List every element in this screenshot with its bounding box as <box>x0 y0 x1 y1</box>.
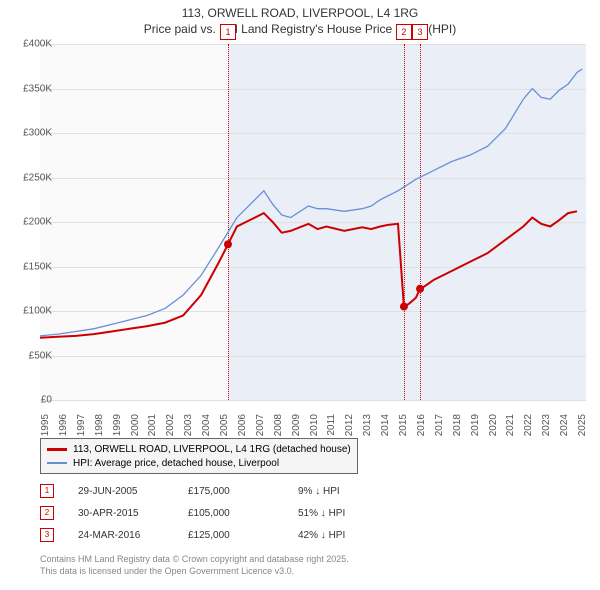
sales-marker: 2 <box>40 506 54 520</box>
x-tick-label: 2013 <box>362 414 373 444</box>
marker-dot-3 <box>416 285 424 293</box>
y-tick-label: £250K <box>8 172 52 183</box>
y-tick-label: £300K <box>8 128 52 139</box>
legend: 113, ORWELL ROAD, LIVERPOOL, L4 1RG (det… <box>40 438 358 474</box>
sales-marker: 3 <box>40 528 54 542</box>
sales-row: 2 30-APR-2015£105,00051% ↓ HPI <box>40 502 398 524</box>
y-tick-label: £200K <box>8 217 52 228</box>
y-tick-label: £0 <box>8 395 52 406</box>
x-tick-label: 2022 <box>523 414 534 444</box>
x-tick-label: 2024 <box>559 414 570 444</box>
sales-pct: 9% ↓ HPI <box>298 486 398 497</box>
legend-label: 113, ORWELL ROAD, LIVERPOOL, L4 1RG (det… <box>73 444 351 455</box>
sales-price: £125,000 <box>188 530 298 541</box>
sales-date: 30-APR-2015 <box>78 508 188 519</box>
y-tick-label: £350K <box>8 83 52 94</box>
y-tick-label: £100K <box>8 306 52 317</box>
chart-container: 113, ORWELL ROAD, LIVERPOOL, L4 1RG Pric… <box>0 0 600 590</box>
sales-pct: 51% ↓ HPI <box>298 508 398 519</box>
x-tick-label: 2017 <box>434 414 445 444</box>
sales-table: 1 29-JUN-2005£175,0009% ↓ HPI 2 30-APR-2015… <box>40 480 398 546</box>
marker-label-2: 2 <box>396 24 412 40</box>
marker-label-3: 3 <box>412 24 428 40</box>
sales-pct: 42% ↓ HPI <box>298 530 398 541</box>
legend-item: 113, ORWELL ROAD, LIVERPOOL, L4 1RG (det… <box>47 442 351 456</box>
sales-marker: 1 <box>40 484 54 498</box>
title-line-2: Price paid vs. HM Land Registry's House … <box>0 22 600 38</box>
sales-price: £175,000 <box>188 486 298 497</box>
legend-label: HPI: Average price, detached house, Live… <box>73 458 279 469</box>
line-svg <box>40 44 586 400</box>
legend-swatch <box>47 448 67 451</box>
x-tick-label: 2016 <box>416 414 427 444</box>
x-tick-label: 2015 <box>398 414 409 444</box>
hpi-line <box>40 69 582 336</box>
chart-title: 113, ORWELL ROAD, LIVERPOOL, L4 1RG Pric… <box>0 0 600 37</box>
sales-price: £105,000 <box>188 508 298 519</box>
footnote-line-2: This data is licensed under the Open Gov… <box>40 566 349 578</box>
marker-dot-1 <box>224 240 232 248</box>
legend-item: HPI: Average price, detached house, Live… <box>47 456 351 470</box>
y-tick-label: £150K <box>8 261 52 272</box>
x-tick-label: 2018 <box>452 414 463 444</box>
x-tick-label: 2025 <box>577 414 588 444</box>
price-paid-line <box>40 211 577 337</box>
title-line-1: 113, ORWELL ROAD, LIVERPOOL, L4 1RG <box>0 6 600 22</box>
x-tick-label: 2019 <box>470 414 481 444</box>
y-tick-label: £50K <box>8 350 52 361</box>
sales-row: 3 24-MAR-2016£125,00042% ↓ HPI <box>40 524 398 546</box>
x-tick-label: 2020 <box>488 414 499 444</box>
marker-label-1: 1 <box>220 24 236 40</box>
x-tick-label: 2014 <box>380 414 391 444</box>
x-tick-label: 2021 <box>505 414 516 444</box>
sales-date: 29-JUN-2005 <box>78 486 188 497</box>
legend-swatch <box>47 462 67 464</box>
marker-dot-2 <box>400 303 408 311</box>
x-tick-label: 2023 <box>541 414 552 444</box>
sales-date: 24-MAR-2016 <box>78 530 188 541</box>
footnote-line-1: Contains HM Land Registry data © Crown c… <box>40 554 349 566</box>
plot-area: 123 <box>40 44 586 400</box>
sales-row: 1 29-JUN-2005£175,0009% ↓ HPI <box>40 480 398 502</box>
footnote: Contains HM Land Registry data © Crown c… <box>40 554 349 577</box>
y-tick-label: £400K <box>8 39 52 50</box>
